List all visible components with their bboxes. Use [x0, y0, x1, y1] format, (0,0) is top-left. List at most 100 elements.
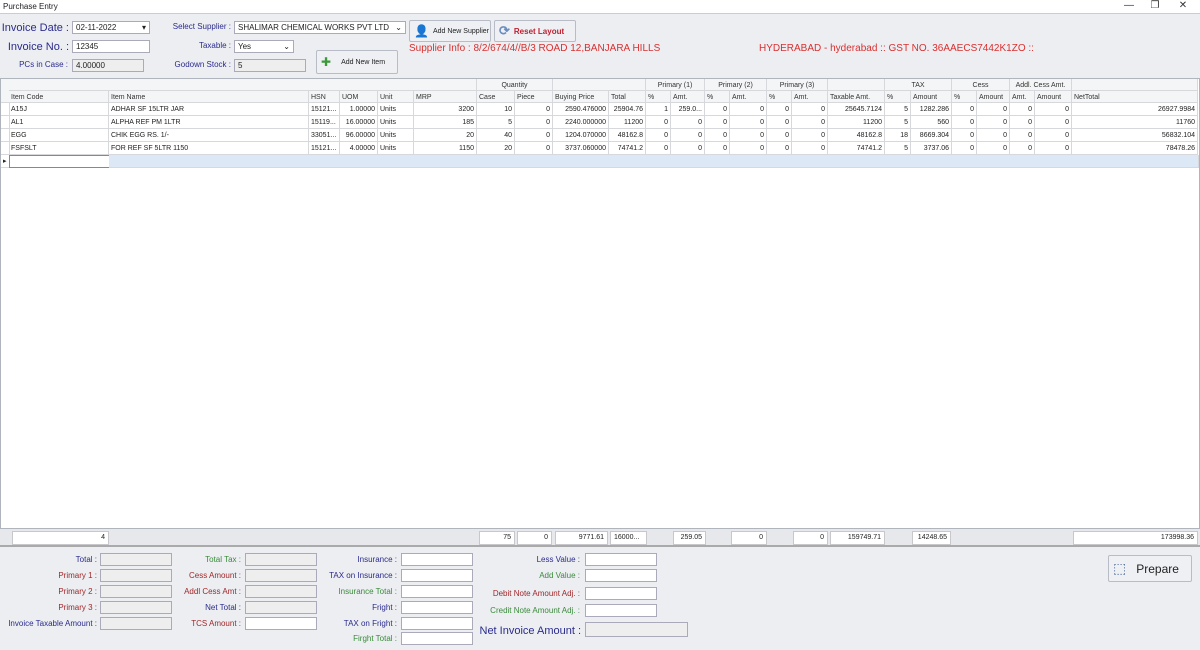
table-cell: 20 — [477, 142, 515, 155]
table-cell: AL1 — [9, 116, 109, 129]
credit-note-label: Credit Note Amount Adj. : — [490, 606, 580, 615]
column-header[interactable]: % — [885, 91, 911, 103]
column-header[interactable]: Item Name — [109, 91, 309, 103]
restore-button[interactable]: ❐ — [1150, 0, 1160, 11]
table-cell: 3737.060000 — [553, 142, 609, 155]
total-input[interactable] — [100, 553, 172, 566]
debit-note-input[interactable] — [585, 587, 657, 600]
column-group-blank — [1072, 79, 1198, 91]
table-cell: 5 — [885, 116, 911, 129]
new-row-item-code-input[interactable] — [9, 155, 110, 168]
column-header[interactable]: % — [705, 91, 730, 103]
column-header[interactable]: % — [767, 91, 792, 103]
column-header[interactable]: Amt. — [671, 91, 705, 103]
taxable-select[interactable]: Yes ⌄ — [234, 40, 294, 53]
column-group-header[interactable]: Primary (1) — [646, 79, 705, 91]
table-cell: 1150 — [414, 142, 477, 155]
table-cell: 15121... — [309, 142, 340, 155]
reset-layout-button[interactable]: ⟳ Reset Layout — [494, 20, 576, 42]
table-cell: 74741.2 — [609, 142, 646, 155]
column-header[interactable]: % — [646, 91, 671, 103]
column-header[interactable]: Buying Price — [553, 91, 609, 103]
column-header[interactable]: UOM — [340, 91, 378, 103]
add-value-label: Add Value : — [539, 571, 580, 580]
tcs-input[interactable] — [245, 617, 317, 630]
column-header[interactable]: Taxable Amt. — [828, 91, 885, 103]
table-cell: 0 — [671, 116, 705, 129]
column-header[interactable]: % — [952, 91, 977, 103]
close-button[interactable]: ✕ — [1178, 0, 1188, 11]
insurance-input[interactable] — [401, 553, 473, 566]
invoice-date-picker[interactable]: 02-11-2022 ▾ — [72, 21, 150, 34]
table-cell: 3737.06 — [911, 142, 952, 155]
column-group-header[interactable]: Quantity — [477, 79, 553, 91]
supplier-select[interactable]: SHALIMAR CHEMICAL WORKS PVT LTD ⌄ — [234, 21, 406, 34]
column-group-header[interactable]: Addl. Cess Amt. — [1010, 79, 1072, 91]
table-cell: 10 — [477, 103, 515, 116]
minimize-button[interactable]: — — [1124, 0, 1134, 11]
items-grid[interactable]: Quantity Primary (1) Primary (2) Primary (3… — [0, 78, 1200, 529]
table-cell: 1282.286 — [911, 103, 952, 116]
add-new-supplier-button[interactable]: 👤 Add New Supplier — [409, 20, 491, 42]
column-header[interactable]: Amt. — [1010, 91, 1035, 103]
table-cell: 40 — [477, 129, 515, 142]
net-invoice-amount-input[interactable] — [585, 622, 688, 637]
prepare-button[interactable]: ⬚ Prepare — [1108, 555, 1192, 582]
title-bar: Purchase Entry — ❐ ✕ — [0, 0, 1200, 14]
pcs-in-case-input[interactable]: 4.00000 — [72, 59, 144, 72]
column-header[interactable]: Piece — [515, 91, 553, 103]
table-cell: 0 — [767, 142, 792, 155]
column-header[interactable]: Case — [477, 91, 515, 103]
column-header[interactable]: Amt. — [792, 91, 828, 103]
insurance-total-input[interactable] — [401, 585, 473, 598]
primary3-input[interactable] — [100, 601, 172, 614]
total-tax: 14248.65 — [912, 531, 951, 545]
credit-note-input[interactable] — [585, 604, 657, 617]
column-header[interactable]: Amount — [1035, 91, 1072, 103]
total-tax-input[interactable] — [245, 553, 317, 566]
table-cell: 11760 — [1072, 116, 1198, 129]
row-selector — [1, 103, 10, 116]
column-group-header[interactable]: TAX — [885, 79, 952, 91]
table-cell: 74741.2 — [828, 142, 885, 155]
column-header[interactable]: Item Code — [9, 91, 109, 103]
tax-fright-input[interactable] — [401, 617, 473, 630]
taxable-label: Taxable : — [198, 41, 231, 50]
column-header[interactable]: MRP — [414, 91, 477, 103]
table-cell: 0 — [705, 129, 730, 142]
column-group-header[interactable]: Primary (2) — [705, 79, 767, 91]
table-cell: 25904.76 — [609, 103, 646, 116]
table-cell: 0 — [952, 142, 977, 155]
column-header[interactable]: Amount — [977, 91, 1010, 103]
primary2-input[interactable] — [100, 585, 172, 598]
taxable-value: Yes — [238, 42, 252, 51]
column-header[interactable]: Amt. — [730, 91, 767, 103]
column-header[interactable]: NetTotal — [1072, 91, 1198, 103]
column-group-header[interactable]: Primary (3) — [767, 79, 828, 91]
fright-total-input[interactable] — [401, 632, 473, 645]
cess-amount-input[interactable] — [245, 569, 317, 582]
column-header[interactable]: Unit — [378, 91, 414, 103]
net-total-input[interactable] — [245, 601, 317, 614]
column-header[interactable]: HSN — [309, 91, 340, 103]
table-cell: 20 — [414, 129, 477, 142]
add-value-input[interactable] — [585, 569, 657, 582]
add-new-item-button[interactable]: ✚ Add New Item — [316, 50, 398, 74]
table-cell: 0 — [792, 142, 828, 155]
table-cell: 0 — [515, 116, 553, 129]
fright-input[interactable] — [401, 601, 473, 614]
table-cell: 0 — [767, 129, 792, 142]
column-header[interactable]: Amount — [911, 91, 952, 103]
total-case: 75 — [479, 531, 515, 545]
column-header[interactable]: Total — [609, 91, 646, 103]
invoice-no-input[interactable]: 12345 — [72, 40, 150, 53]
tax-insurance-input[interactable] — [401, 569, 473, 582]
godown-stock-input[interactable]: 5 — [234, 59, 306, 72]
invoice-taxable-input[interactable] — [100, 617, 172, 630]
table-cell: 8669.304 — [911, 129, 952, 142]
table-cell: Units — [378, 103, 414, 116]
column-group-header[interactable]: Cess — [952, 79, 1010, 91]
addl-cess-input[interactable] — [245, 585, 317, 598]
primary1-input[interactable] — [100, 569, 172, 582]
less-value-input[interactable] — [585, 553, 657, 566]
